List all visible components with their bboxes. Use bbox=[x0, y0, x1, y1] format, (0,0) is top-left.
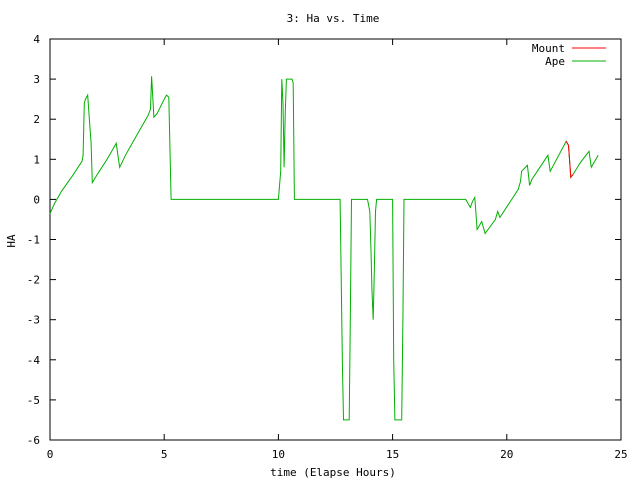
x-tick-label: 25 bbox=[614, 448, 627, 461]
y-tick-label: 4 bbox=[33, 33, 40, 46]
y-tick-label: 1 bbox=[33, 153, 40, 166]
x-tick-label: 15 bbox=[386, 448, 399, 461]
chart-title: 3: Ha vs. Time bbox=[287, 12, 380, 25]
x-tick-label: 5 bbox=[161, 448, 168, 461]
x-tick-label: 20 bbox=[500, 448, 513, 461]
x-tick-label: 0 bbox=[47, 448, 54, 461]
y-tick-label: 0 bbox=[33, 193, 40, 206]
x-tick-label: 10 bbox=[272, 448, 285, 461]
axis-ticks bbox=[49, 38, 622, 441]
series-line-mount bbox=[565, 141, 574, 179]
y-tick-label: -1 bbox=[27, 234, 40, 247]
y-tick-label: -5 bbox=[27, 394, 40, 407]
legend-label-ape: Ape bbox=[545, 55, 565, 68]
y-tick-label: 2 bbox=[33, 113, 40, 126]
y-tick-label: -3 bbox=[27, 314, 40, 327]
y-tick-label: 3 bbox=[33, 73, 40, 86]
x-tick-labels: 0 5 10 15 20 25 bbox=[47, 448, 628, 461]
y-tick-labels: -6 -5 -4 -3 -2 -1 0 1 2 3 4 bbox=[27, 33, 41, 447]
series-line-ape bbox=[49, 76, 599, 421]
x-axis-label: time (Elapse Hours) bbox=[270, 466, 396, 479]
y-tick-label: -6 bbox=[27, 434, 40, 447]
legend: Mount Ape bbox=[532, 42, 606, 68]
y-axis-label: HA bbox=[5, 234, 18, 248]
legend-label-mount: Mount bbox=[532, 42, 565, 55]
series-layer bbox=[49, 76, 599, 421]
y-tick-label: -2 bbox=[27, 274, 40, 287]
y-tick-label: -4 bbox=[27, 354, 41, 367]
